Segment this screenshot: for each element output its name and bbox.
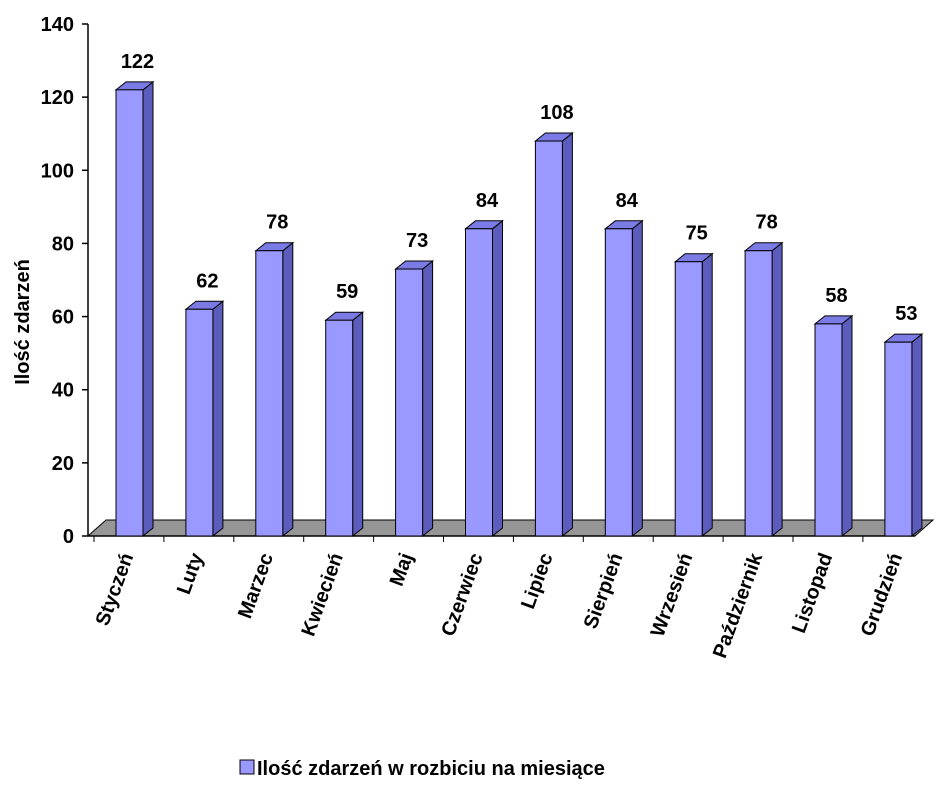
data-label: 84 [476,190,499,212]
data-label: 78 [755,212,777,234]
legend: Ilość zdarzeń w rozbiciu na miesiące [239,758,605,780]
y-tick-label: 80 [52,233,74,255]
bar-side [282,241,294,538]
bar [883,333,924,538]
y-tick-label: 140 [41,14,74,36]
data-label: 75 [686,223,708,245]
x-tick-label: Czerwiec [437,550,487,639]
y-tick-label: 20 [52,453,74,475]
bar-side [212,300,224,538]
bar-front [465,228,493,537]
bar-side [841,314,853,538]
data-label: 84 [616,190,639,212]
bar-front [604,228,633,537]
y-tick-label: 40 [52,380,74,402]
bar-front [395,268,424,537]
bar-front [115,89,144,537]
bar-front [814,323,843,537]
x-tick-label: Styczeń [92,550,139,629]
x-tick-label: Luty [173,549,208,597]
bar-side [911,333,923,538]
bar-side [352,311,364,538]
y-tick-label: 60 [52,307,74,329]
y-tick-label: 120 [41,87,74,109]
bar [603,219,644,538]
data-label: 108 [540,102,573,124]
x-tick-label: Listopad [788,550,837,636]
bar-front [255,250,284,537]
bar [464,219,504,538]
bars [114,80,924,538]
bar [813,314,854,538]
bar-side [561,131,573,538]
bar-front [674,261,703,537]
x-tick-label: Grudzień [857,550,907,639]
bar [743,241,784,538]
y-tick-label: 0 [63,526,74,548]
data-label: 122 [121,51,154,73]
bar-side [701,252,713,538]
bar-side [492,219,503,538]
data-label: 62 [196,270,218,292]
bar-front [744,250,773,537]
bar-front [185,308,214,537]
data-label: 53 [895,303,917,325]
x-tick-label: Październik [709,549,768,661]
bar [184,300,225,538]
data-label: 58 [825,285,847,307]
data-label: 59 [336,281,358,303]
bar-side [771,241,783,538]
bar-front [534,140,563,537]
y-axis: 0 20 40 60 80 100 120 140 [41,14,915,548]
bar [673,252,714,538]
x-tick-label: Maj [386,550,418,589]
x-tick-label: Lipiec [517,550,557,612]
data-label: 73 [406,230,428,252]
bar [114,80,155,538]
bar [533,131,574,538]
bar-side [142,80,154,538]
x-tick-label: Marzec [234,550,278,621]
bar [394,259,435,538]
x-tick-label: Sierpień [580,550,628,632]
bar [324,311,365,538]
x-axis-categories: Styczeń Luty Marzec Kwiecień Maj Czerwiec Lipi… [92,549,907,661]
bar-front [884,341,913,537]
bar-front [325,319,354,537]
y-axis-title: Ilość zdarzeń [12,259,34,385]
x-tick-label: Wrzesień [647,550,698,640]
y-tick-label: 100 [41,160,74,182]
bar [254,241,295,538]
x-tick-label: Kwiecień [298,550,348,639]
data-labels: 122 62 78 59 73 84 108 84 75 78 58 53 [121,51,918,325]
data-label: 78 [266,212,288,234]
legend-label: Ilość zdarzeń w rozbiciu na miesiące [257,758,605,780]
bar-side [631,219,643,538]
legend-swatch [239,759,255,775]
bar-side [422,259,434,538]
